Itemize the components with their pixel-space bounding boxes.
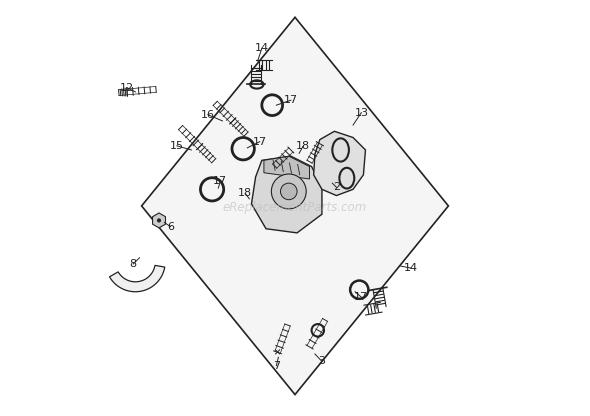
Text: 2: 2 [333,182,340,192]
Text: 16: 16 [201,110,215,120]
Circle shape [280,183,297,200]
Polygon shape [264,156,310,179]
Text: 3: 3 [319,357,326,366]
Text: 12: 12 [120,83,134,93]
Circle shape [271,174,306,209]
Text: 17: 17 [253,137,267,147]
Text: 8: 8 [130,259,137,269]
Polygon shape [142,17,448,394]
Text: 18: 18 [238,188,253,198]
Text: 15: 15 [170,141,184,151]
Text: 13: 13 [355,108,368,118]
Polygon shape [153,213,165,228]
Text: 7: 7 [273,361,280,371]
Polygon shape [110,265,165,292]
Text: 17: 17 [214,176,227,186]
Polygon shape [251,156,322,233]
Text: 14: 14 [404,263,418,273]
Text: 6: 6 [167,222,174,232]
Polygon shape [314,131,365,196]
Text: eReplacementParts.com: eReplacementParts.com [223,201,367,215]
Circle shape [157,218,161,223]
Text: 14: 14 [255,43,269,53]
Text: 17: 17 [284,95,298,105]
Text: 17: 17 [354,292,368,302]
Text: 18: 18 [296,141,310,151]
